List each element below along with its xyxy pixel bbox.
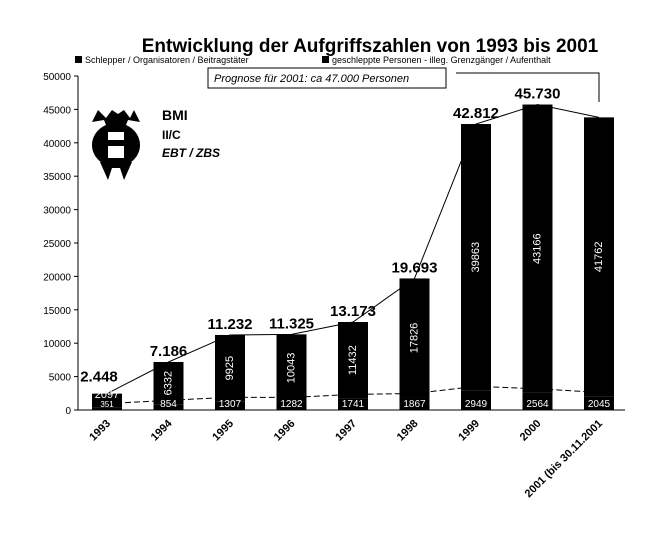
x-tick-label: 1996 [272, 418, 298, 444]
data-label-schlepper: 2949 [465, 399, 488, 410]
bar-schlepper [215, 401, 245, 410]
x-tick-label: 1993 [87, 418, 113, 444]
bar-schlepper [338, 398, 368, 410]
data-label-total: 45.730 [515, 86, 561, 103]
bar-schlepper [399, 397, 430, 410]
x-tick-label: 1994 [149, 417, 175, 443]
y-tick-label: 50000 [43, 72, 71, 83]
bar-geschleppte [276, 334, 307, 402]
bar-schlepper [584, 396, 614, 410]
y-tick-label: 0 [65, 406, 71, 417]
prognose-connector [456, 72, 600, 102]
y-tick-label: 30000 [43, 206, 71, 217]
data-label-total: 11.325 [269, 315, 314, 332]
data-label-geschleppte: 6332 [162, 371, 174, 395]
x-tick-label: 1998 [395, 418, 421, 444]
x-tick-label: 1995 [210, 418, 236, 444]
bar-schlepper [92, 407, 122, 410]
legend-swatch-schlepper [75, 56, 82, 63]
bar-geschleppte [92, 393, 122, 408]
logo-org: BMI [162, 107, 188, 123]
bar-geschleppte [215, 334, 245, 402]
data-label-schlepper: 2564 [526, 399, 549, 410]
data-label-geschleppte: 10043 [285, 353, 297, 384]
prognose-annotation: Prognose für 2001: ca 47.000 Personen [214, 73, 409, 85]
data-label-schlepper: 2045 [588, 399, 611, 410]
legend-swatch-geschleppte [322, 56, 329, 63]
y-tick-label: 10000 [43, 339, 71, 350]
x-tick-label: 1999 [456, 418, 482, 444]
data-label-total: 2.448 [80, 369, 118, 386]
data-label-total: 7.186 [150, 343, 188, 360]
data-label-schlepper: 1867 [403, 399, 426, 410]
data-label-geschleppte: 41762 [593, 242, 605, 273]
legend-label-geschleppte: geschleppte Personen - illeg. Grenzgänge… [332, 55, 551, 65]
logo-unit: EBT / ZBS [162, 146, 220, 160]
bar-geschleppte [461, 124, 491, 391]
data-label-geschleppte: 17826 [408, 323, 420, 354]
data-label-schlepper: 854 [160, 399, 177, 410]
data-label-geschleppte: 11432 [347, 345, 359, 375]
prognose-box [207, 67, 447, 89]
data-label-schlepper: 1307 [219, 399, 242, 410]
data-label-geschleppte: 43166 [531, 233, 543, 264]
y-tick-label: 45000 [43, 105, 71, 116]
data-label-schlepper: 351 [100, 400, 114, 409]
bar-geschleppte [522, 104, 553, 393]
data-label-total: 19.693 [392, 259, 438, 276]
bar-geschleppte [399, 278, 430, 398]
eagle-emblem-icon [92, 110, 140, 180]
y-tick-label: 25000 [43, 239, 71, 250]
y-tick-label: 5000 [49, 373, 72, 384]
data-label-schlepper: 1741 [342, 399, 365, 410]
bar-schlepper [153, 404, 184, 410]
y-tick-label: 15000 [43, 306, 71, 317]
data-label-total: 42.812 [453, 105, 499, 122]
bmi-logo: BMI II/C EBT / ZBS [92, 107, 220, 180]
data-label-schlepper: 1282 [280, 399, 303, 410]
x-tick-label: 2000 [518, 418, 544, 444]
bar-schlepper [522, 392, 553, 410]
data-label-geschleppte: 39863 [470, 242, 482, 273]
legend-label-schlepper: Schlepper / Organisatoren / Beitragstäte… [85, 55, 249, 65]
y-tick-label: 40000 [43, 139, 71, 150]
y-tick-label: 20000 [43, 272, 71, 283]
bar-schlepper [276, 401, 307, 410]
chart-title: Entwicklung der Aufgriffszahlen von 1993… [142, 36, 599, 57]
data-label-total: 11.232 [207, 316, 252, 333]
bar-geschleppte [584, 117, 614, 397]
data-label-geschleppte: 9925 [224, 356, 236, 380]
x-tick-label: 1997 [333, 418, 359, 444]
data-label-total: 13.173 [330, 303, 376, 320]
data-label-geschleppte: 2097 [95, 389, 119, 401]
logo-dept: II/C [162, 128, 181, 142]
y-tick-label: 35000 [43, 172, 71, 183]
bar-geschleppte [153, 361, 184, 405]
bar-geschleppte [338, 322, 368, 399]
bar-schlepper [461, 390, 491, 410]
